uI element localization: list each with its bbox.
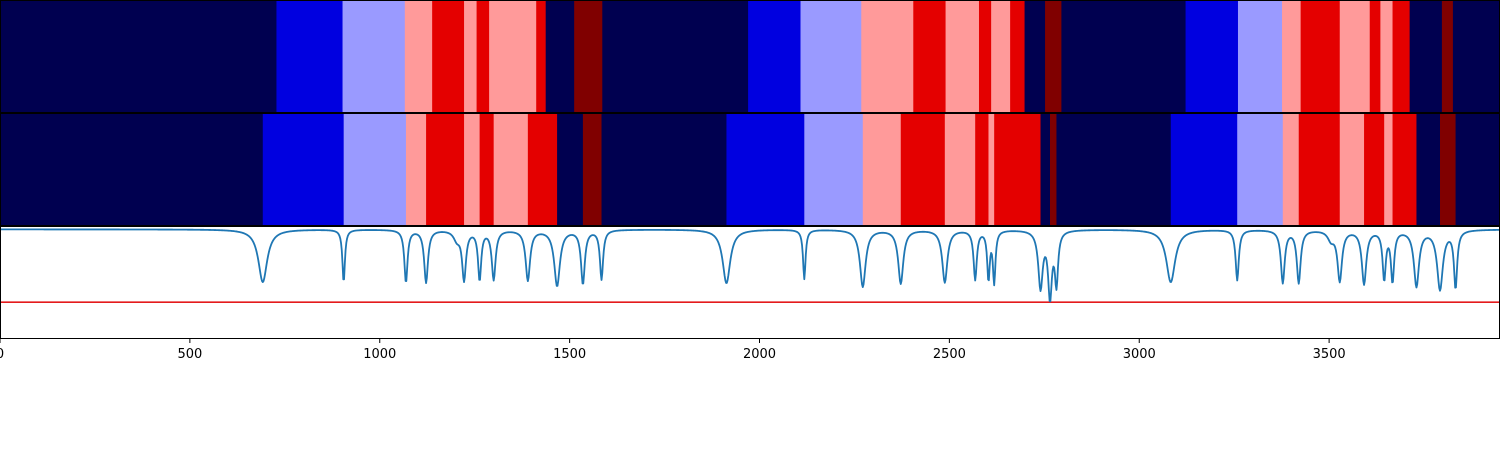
x-tick-label-3500: 3500: [1313, 347, 1346, 362]
top-strip-segment-20: [1024, 0, 1046, 113]
middle-strip-segment-29: [1384, 113, 1394, 226]
signal-line: [0, 228, 1500, 303]
top-strip-segment-25: [1282, 0, 1302, 113]
top-strip-segment-33: [1452, 0, 1500, 113]
middle-strip-segment-4: [426, 113, 465, 226]
x-tick-label-2500: 2500: [933, 347, 966, 362]
top-strip-segment-21: [1045, 0, 1062, 113]
middle-strip-segment-8: [527, 113, 558, 226]
top-strip-segment-17: [978, 0, 992, 113]
top-strip-segment-3: [404, 0, 433, 113]
middle-strip-segment-0: [0, 113, 264, 226]
top-strip-segment-4: [432, 0, 465, 113]
middle-strip-segment-17: [975, 113, 990, 226]
middle-strip-segment-24: [1237, 113, 1284, 226]
top-strip-segment-32: [1441, 0, 1454, 113]
x-tick-label-500: 500: [177, 347, 202, 362]
x-axis: 0 500 1000 1500 2000 2500 3000 3500: [0, 338, 1346, 362]
top-strip-segment-8: [536, 0, 547, 113]
middle-strip-segment-2: [343, 113, 407, 226]
top-strip-segment-27: [1339, 0, 1371, 113]
x-tick-label-0: 0: [0, 347, 4, 362]
x-tick-label-1000: 1000: [363, 347, 396, 362]
middle-strip-segment-18: [988, 113, 995, 226]
top-strip-segment-29: [1380, 0, 1394, 113]
top-strip-segment-14: [861, 0, 914, 113]
top-strip-segment-26: [1300, 0, 1341, 113]
middle-strip-segment-28: [1364, 113, 1385, 226]
middle-strip-segment-31: [1416, 113, 1441, 226]
top-strip-segment-1: [276, 0, 344, 113]
top-strip-segment-30: [1392, 0, 1411, 113]
top-strip-segment-24: [1237, 0, 1283, 113]
middle-strip-segment-3: [405, 113, 427, 226]
middle-strip-segment-5: [464, 113, 481, 226]
top-strip-segment-28: [1369, 0, 1381, 113]
x-tick-label-2000: 2000: [743, 347, 776, 362]
middle-strip-segment-22: [1056, 113, 1172, 226]
signal-panel-background: [0, 226, 1500, 338]
x-tick-label-1500: 1500: [553, 347, 586, 362]
middle-strip-segment-11: [601, 113, 728, 226]
middle-strip-segment-7: [493, 113, 529, 226]
top-strip-segment-10: [574, 0, 603, 113]
top-strip-segment-2: [342, 0, 406, 113]
top-strip-segment-12: [748, 0, 802, 113]
middle-strip-segment-6: [479, 113, 495, 226]
middle-strip-segment-14: [862, 113, 902, 226]
top-strip-segment-22: [1061, 0, 1187, 113]
middle-strip-segment-19: [994, 113, 1042, 226]
signal-panel: [0, 226, 1500, 339]
top-strip-segment-16: [945, 0, 980, 113]
middle-strip-segment-16: [944, 113, 976, 226]
top-strip-segment-23: [1185, 0, 1239, 113]
middle-strip-segment-25: [1282, 113, 1300, 226]
top-strip-segment-0: [0, 0, 278, 113]
top-strip-segment-18: [991, 0, 1011, 113]
top-strip-segment-11: [602, 0, 749, 113]
middle-strip-segment-27: [1339, 113, 1365, 226]
middle-class-strip: [0, 113, 1500, 226]
middle-strip-segment-32: [1440, 113, 1457, 226]
top-strip-segment-6: [476, 0, 490, 113]
top-strip-segment-5: [464, 0, 478, 113]
middle-strip-segment-9: [557, 113, 584, 226]
top-strip-segment-19: [1010, 0, 1026, 113]
middle-strip-segment-15: [900, 113, 946, 226]
top-strip-segment-15: [913, 0, 947, 113]
x-tick-label-3000: 3000: [1123, 347, 1156, 362]
middle-strip-segment-23: [1170, 113, 1238, 226]
middle-strip-segment-30: [1392, 113, 1418, 226]
middle-strip-segment-21: [1050, 113, 1058, 226]
middle-strip-segment-10: [582, 113, 603, 226]
middle-strip-segment-12: [726, 113, 805, 226]
middle-strip-segment-20: [1040, 113, 1051, 226]
middle-strip-segment-33: [1455, 113, 1500, 226]
middle-strip-segment-26: [1298, 113, 1341, 226]
top-strip-segment-7: [489, 0, 537, 113]
top-class-strip: [0, 0, 1500, 113]
middle-strip-segment-13: [804, 113, 864, 226]
top-strip-segment-13: [800, 0, 862, 113]
middle-strip-segment-1: [262, 113, 345, 226]
top-strip-segment-9: [545, 0, 575, 113]
top-strip-segment-31: [1409, 0, 1443, 113]
